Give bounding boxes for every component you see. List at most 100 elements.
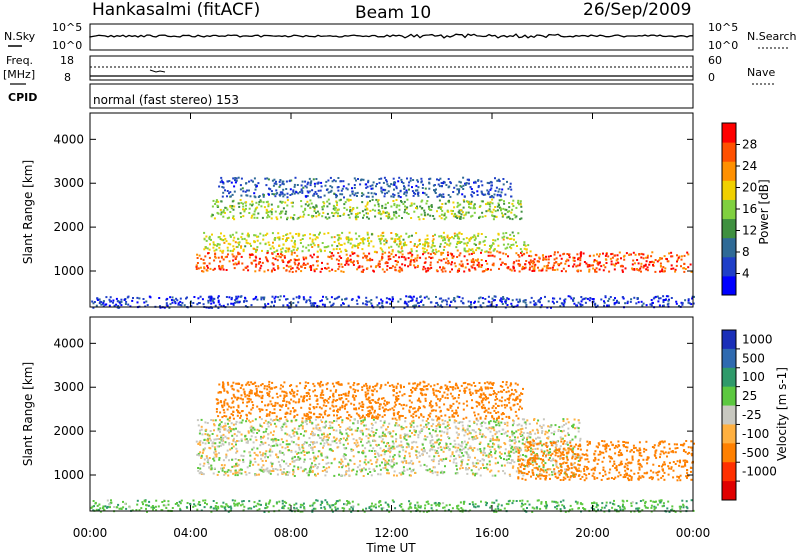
scatter-cell-3 xyxy=(345,187,348,190)
scatter-cell-2 xyxy=(510,211,513,214)
scatter-cell-2 xyxy=(508,202,511,204)
scatter-cell-3 xyxy=(506,180,508,183)
scatter-cell-0 xyxy=(440,458,443,461)
scatter-cell-4 xyxy=(624,302,627,305)
scatter-cell-0 xyxy=(622,255,625,258)
scatter-cell-0 xyxy=(477,265,480,268)
scatter-cell-2 xyxy=(313,207,316,210)
scatter-cell-0 xyxy=(215,438,218,441)
scatter-cell-2 xyxy=(303,213,306,216)
scatter-cell-2 xyxy=(336,201,338,204)
scatter-cell-4 xyxy=(608,297,611,300)
scatter-cell-3 xyxy=(279,179,282,181)
scatter-cell-3 xyxy=(502,178,505,180)
scatter-cell-0 xyxy=(465,443,468,446)
scatter-cell-3 xyxy=(481,193,484,196)
scatter-cell-0 xyxy=(485,454,488,457)
scatter-cell-0 xyxy=(395,440,397,443)
scatter-cell-0 xyxy=(574,455,577,458)
scatter-cell-0 xyxy=(515,259,518,262)
scatter-cell-0 xyxy=(377,443,380,446)
scatter-cell-1 xyxy=(231,387,234,390)
scatter-cell-0 xyxy=(312,441,314,444)
scatter-cell-0 xyxy=(504,263,507,266)
scatter-cell-1 xyxy=(399,242,402,245)
scatter-cell-0 xyxy=(338,255,341,258)
scatter-cell-0 xyxy=(633,268,636,270)
scatter-cell-3 xyxy=(220,179,223,182)
scatter-cell-3 xyxy=(218,185,221,188)
scatter-cell-1 xyxy=(457,242,460,244)
scatter-cell-3 xyxy=(480,180,483,183)
scatter-cell-4 xyxy=(118,301,121,304)
scatter-cell-3 xyxy=(349,194,352,197)
scatter-cell-2 xyxy=(456,205,459,208)
scatter-cell-4 xyxy=(593,303,596,306)
scatter-cell-1 xyxy=(508,417,511,419)
scatter-cell-4 xyxy=(462,302,465,305)
scatter-cell-4 xyxy=(149,296,152,299)
scatter-cell-4 xyxy=(418,305,421,308)
scatter-cell-3 xyxy=(337,189,340,192)
scatter-cell-0 xyxy=(561,425,564,428)
scatter-cell-2 xyxy=(228,216,230,219)
scatter-cell-3 xyxy=(279,194,281,197)
scatter-cell-0 xyxy=(291,271,294,273)
cpid-label: CPID xyxy=(8,91,37,104)
scatter-cell-0 xyxy=(358,265,361,268)
scatter-cell-4 xyxy=(681,302,684,305)
scatter-cell-0 xyxy=(464,446,467,449)
scatter-cell-1 xyxy=(478,242,481,245)
scatter-cell-0 xyxy=(429,439,432,442)
scatter-cell-0 xyxy=(344,454,347,457)
scatter-cell-0 xyxy=(324,469,326,472)
scatter-cell-3 xyxy=(325,188,328,191)
scatter-cell-0 xyxy=(403,437,406,440)
scatter-cell-0 xyxy=(199,429,201,432)
scatter-cell-0 xyxy=(287,465,290,467)
scatter-cell-0 xyxy=(538,473,541,475)
scatter-cell-0 xyxy=(238,459,241,462)
scatter-cell-2 xyxy=(386,211,389,214)
scatter-cell-0 xyxy=(480,425,483,428)
scatter-cell-0 xyxy=(550,432,553,435)
scatter-cell-0 xyxy=(384,251,387,254)
scatter-cell-4 xyxy=(109,296,112,299)
scatter-cell-0 xyxy=(461,459,464,461)
scatter-cell-4 xyxy=(202,303,205,306)
scatter-cell-0 xyxy=(381,253,384,256)
scatter-cell-2 xyxy=(214,203,217,205)
scatter-cell-0 xyxy=(489,254,492,257)
scatter-cell-4 xyxy=(99,300,102,303)
scatter-cell-4 xyxy=(444,299,447,302)
scatter-cell-0 xyxy=(413,428,416,431)
scatter-cell-0 xyxy=(513,432,516,435)
scatter-cell-0 xyxy=(263,470,266,473)
scatter-cell-4 xyxy=(166,304,169,307)
scatter-cell-1 xyxy=(265,415,268,417)
scatter-cell-0 xyxy=(267,437,270,440)
scatter-cell-3 xyxy=(405,194,408,197)
scatter-cell-3 xyxy=(347,183,350,186)
scatter-cell-3 xyxy=(360,195,363,197)
scatter-cell-0 xyxy=(353,418,356,421)
scatter-cell-0 xyxy=(357,444,360,447)
scatter-cell-0 xyxy=(456,270,459,273)
scatter-cell-0 xyxy=(549,468,552,471)
scatter-cell-0 xyxy=(348,467,350,470)
scatter-cell-4 xyxy=(453,297,456,300)
scatter-cell-4 xyxy=(662,295,665,298)
scatter-cell-1 xyxy=(496,238,499,241)
scatter-cell-0 xyxy=(563,461,566,464)
scatter-cell-0 xyxy=(605,253,608,256)
scatter-cell-3 xyxy=(273,193,275,196)
scatter-cell-1 xyxy=(354,245,357,248)
scatter-cell-0 xyxy=(440,251,443,254)
scatter-cell-0 xyxy=(426,452,428,455)
scatter-cell-3 xyxy=(462,188,465,190)
scatter-cell-4 xyxy=(105,296,108,299)
scatter-cell-1 xyxy=(384,238,387,241)
scatter-cell-0 xyxy=(504,443,507,446)
scatter-cell-0 xyxy=(315,424,318,427)
scatter-cell-0 xyxy=(217,445,220,448)
